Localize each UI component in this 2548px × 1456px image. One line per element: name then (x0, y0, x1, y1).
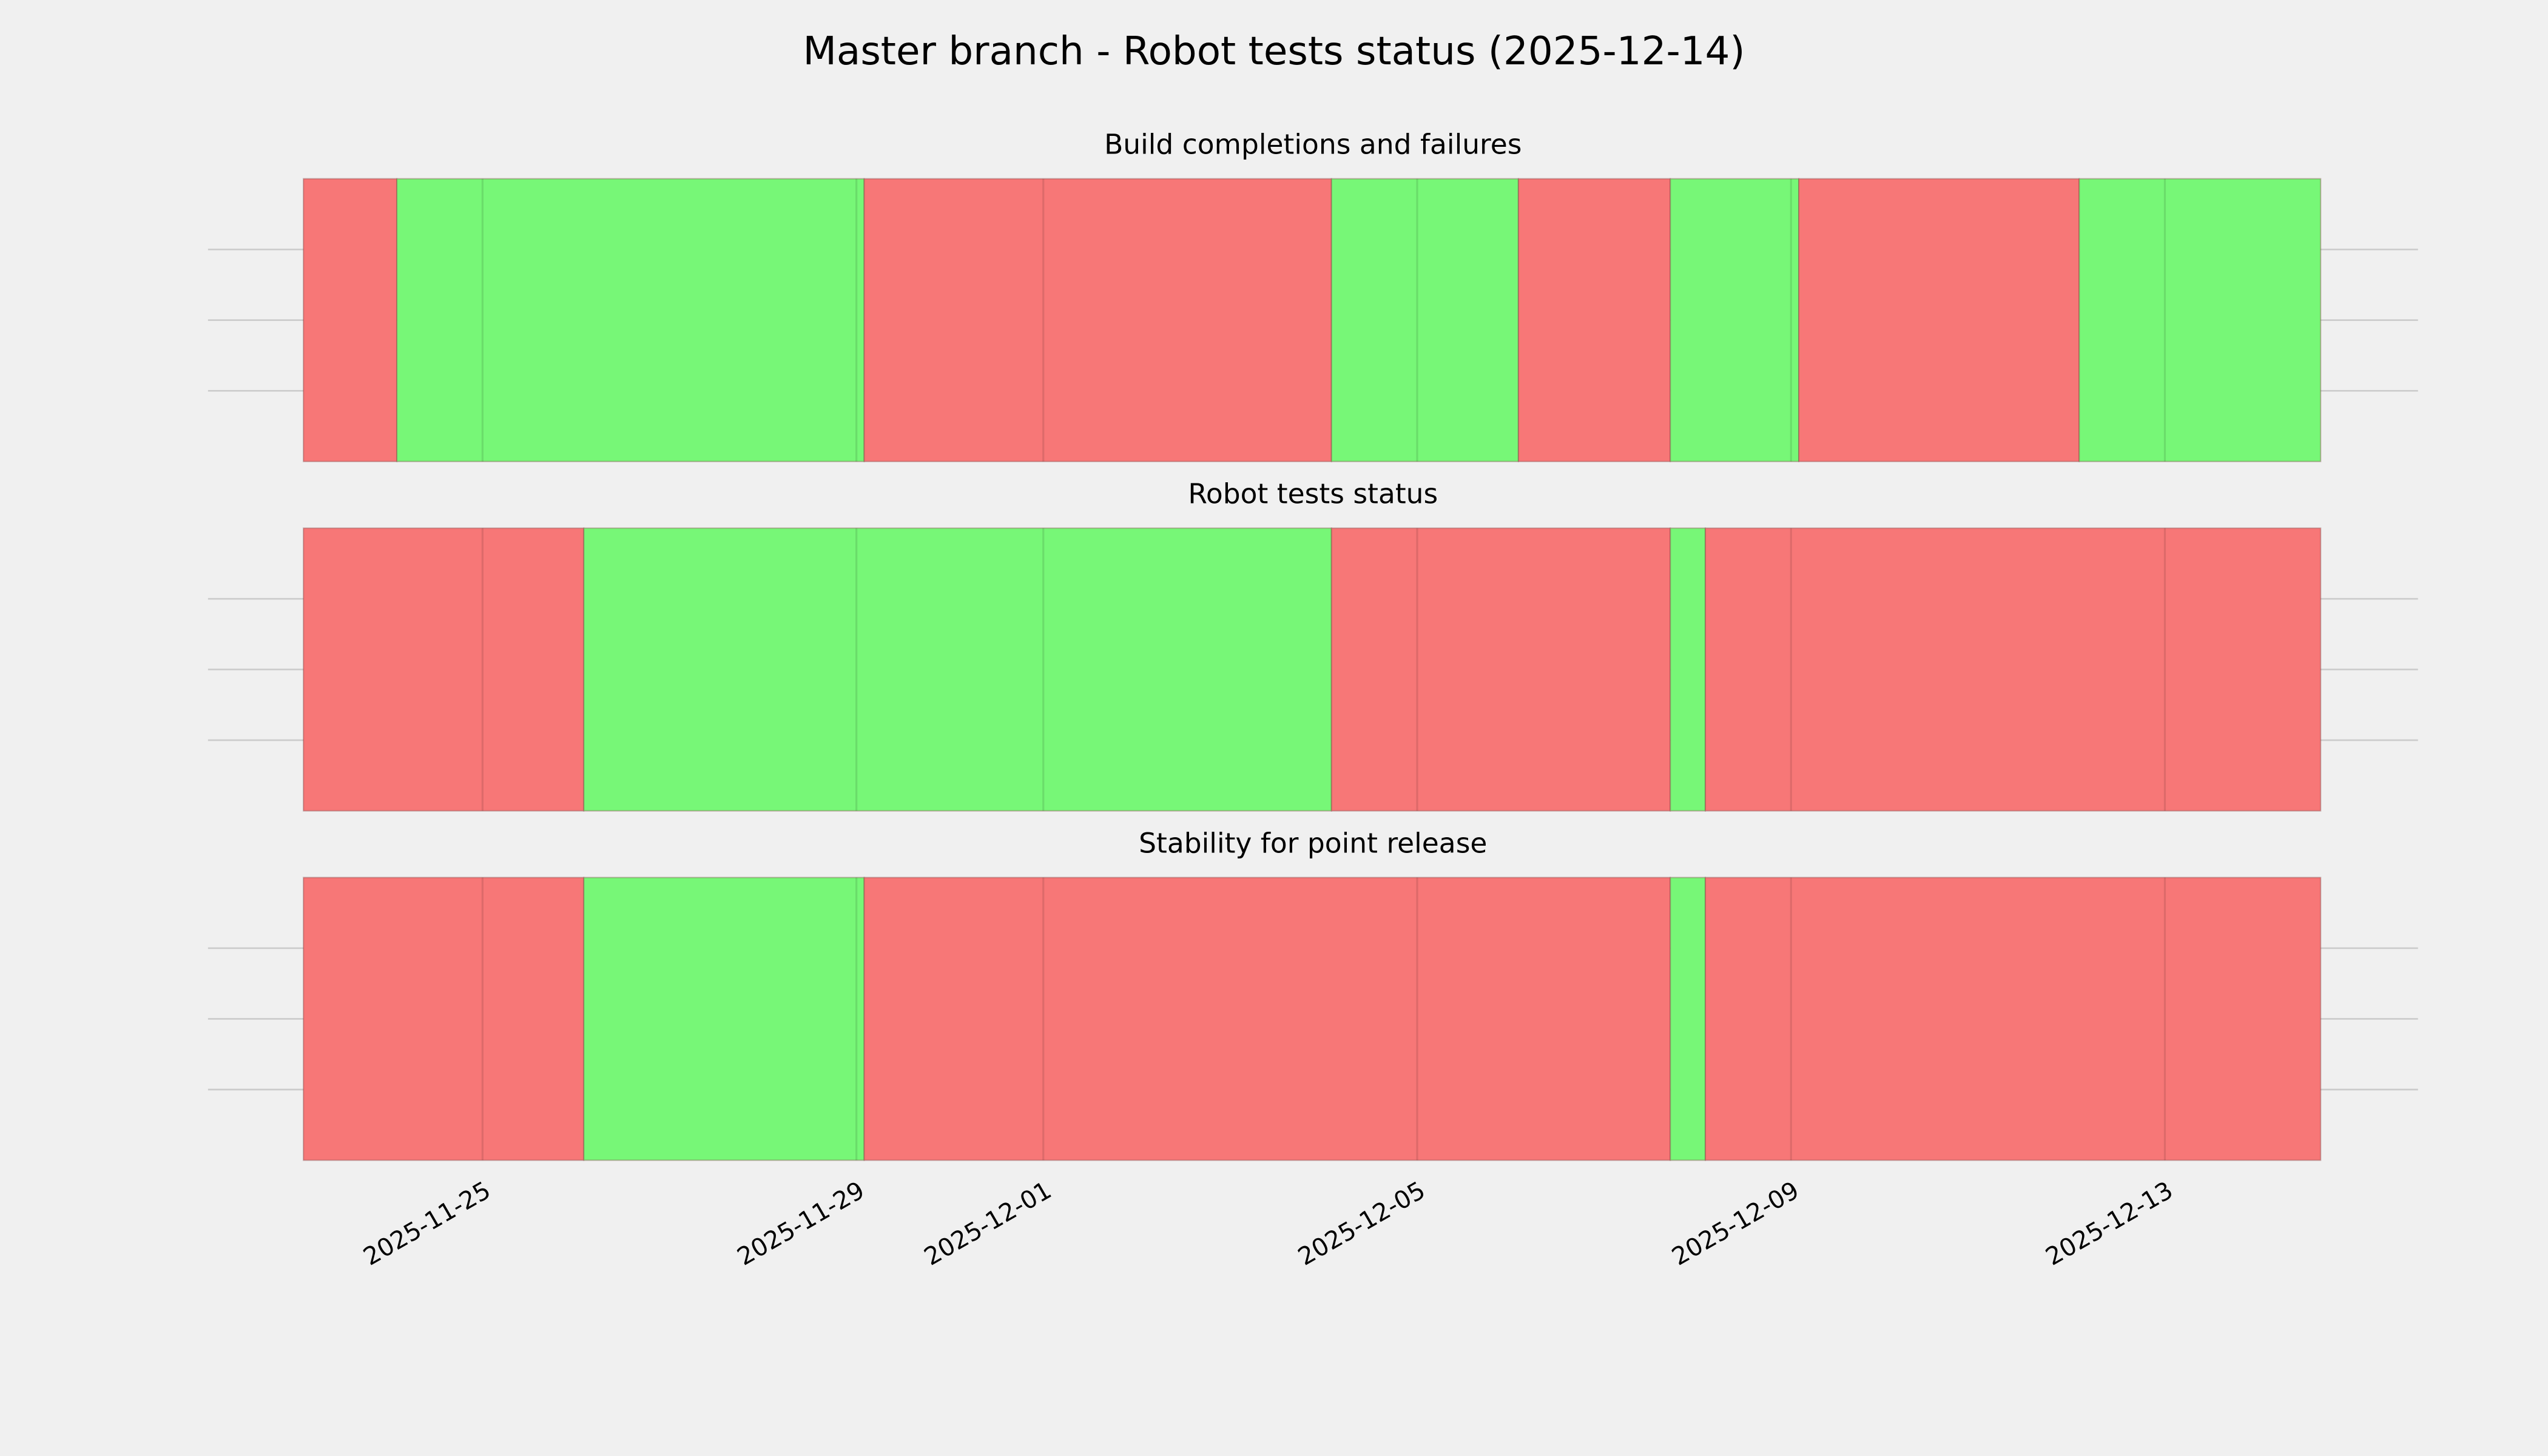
panel-title: Robot tests status (1188, 477, 1438, 510)
status-span (303, 877, 585, 1161)
status-span (863, 178, 1332, 462)
status-span (1670, 178, 1800, 462)
status-span (1517, 178, 1671, 462)
status-span (1704, 527, 2322, 812)
panel-title: Build completions and failures (1104, 129, 1522, 161)
status-span (583, 877, 865, 1161)
chart-title: Master branch - Robot tests status (2025… (803, 29, 1745, 74)
status-span (1330, 527, 1671, 812)
status-span (863, 877, 1671, 1161)
status-span (583, 527, 1332, 812)
status-span (1704, 877, 2322, 1161)
status-span (2078, 178, 2322, 462)
status-span (1670, 877, 1707, 1161)
status-span (303, 527, 585, 812)
status-span (396, 178, 865, 462)
status-span (1798, 178, 2080, 462)
status-span (1330, 178, 1519, 462)
status-span (303, 178, 398, 462)
panel-title: Stability for point release (1139, 827, 1487, 859)
status-span (1670, 527, 1707, 812)
